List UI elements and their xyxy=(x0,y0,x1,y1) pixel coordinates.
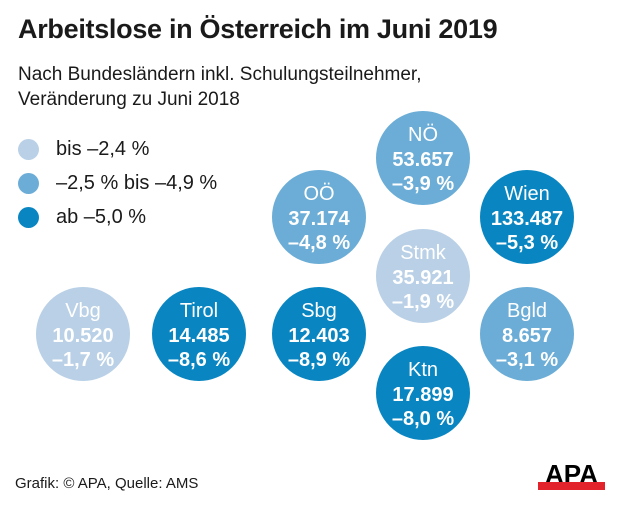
subtitle-line: Nach Bundesländern inkl. Schulungsteilne… xyxy=(18,64,422,85)
bubble-value: 8.657 xyxy=(502,325,552,347)
bubble-circle xyxy=(272,287,366,381)
bubble-change: –3,9 % xyxy=(392,173,454,195)
bubble-change: –8,0 % xyxy=(392,408,454,430)
bubble-value: 35.921 xyxy=(392,267,453,289)
legend-item: bis –2,4 % xyxy=(18,132,217,166)
legend-item: –2,5 % bis –4,9 % xyxy=(18,166,217,200)
bubble-change: –1,9 % xyxy=(392,291,454,313)
bubble-value: 14.485 xyxy=(168,325,229,347)
logo-bar xyxy=(538,482,605,490)
bubble-label: OÖ xyxy=(303,183,334,205)
bubble-value: 37.174 xyxy=(288,208,350,230)
bubble-sbg: Sbg 12.403–8,9 % xyxy=(272,287,366,381)
bubble-change: –8,9 % xyxy=(288,349,350,371)
bubble-ktn: Ktn 17.899–8,0 % xyxy=(376,346,470,440)
legend: bis –2,4 % –2,5 % bis –4,9 % ab –5,0 % xyxy=(18,132,217,234)
bubble-circle xyxy=(480,170,574,264)
bubble-label: Tirol xyxy=(180,300,218,322)
bubble-circle xyxy=(152,287,246,381)
legend-item: ab –5,0 % xyxy=(18,200,217,234)
bubble-circle xyxy=(480,287,574,381)
bubble-value: 12.403 xyxy=(288,325,349,347)
bubble-value: 133.487 xyxy=(491,208,563,230)
source-note: Grafik: © APA, Quelle: AMS xyxy=(15,475,199,492)
bubble-tirol: Tirol 14.485–8,6 % xyxy=(152,287,246,381)
bubble-label: Stmk xyxy=(400,242,447,264)
bubble-label: Bgld xyxy=(507,300,547,322)
bubble-circle xyxy=(376,346,470,440)
legend-label: bis –2,4 % xyxy=(56,137,150,160)
bubble-circle xyxy=(376,229,470,323)
bubble-change: –4,8 % xyxy=(288,232,350,254)
legend-label: –2,5 % bis –4,9 % xyxy=(56,171,218,194)
bubble-change: –1,7 % xyxy=(52,349,114,371)
bubble-vbg: Vbg 10.520–1,7 % xyxy=(36,287,130,381)
apa-logo: APA xyxy=(538,461,605,490)
bubble-oö: OÖ 37.174–4,8 % xyxy=(272,170,366,264)
subtitle: Nach Bundesländern inkl. Schulungsteilne… xyxy=(18,62,421,112)
legend-dot xyxy=(18,138,39,160)
bubble-value: 10.520 xyxy=(52,325,113,347)
bubble-change: –8,6 % xyxy=(168,349,230,371)
bubble-label: Sbg xyxy=(301,300,337,322)
legend-dot xyxy=(18,172,39,194)
bubble-change: –5,3 % xyxy=(496,232,558,254)
bubble-label: Vbg xyxy=(65,300,101,322)
bubble-wien: Wien 133.487–5,3 % xyxy=(480,170,574,264)
legend-label: ab –5,0 % xyxy=(56,205,147,228)
bubble-bgld: Bgld 8.657–3,1 % xyxy=(480,287,574,381)
subtitle-line: Veränderung zu Juni 2018 xyxy=(18,89,240,110)
bubble-circle xyxy=(272,170,366,264)
bubble-label: Wien xyxy=(504,183,550,205)
bubble-label: Ktn xyxy=(408,359,438,381)
bubble-stmk: Stmk 35.921–1,9 % xyxy=(376,229,470,323)
page-title: Arbeitslose in Österreich im Juni 2019 xyxy=(18,14,498,44)
bubble-value: 53.657 xyxy=(392,149,453,171)
bubble-nö: NÖ 53.657–3,9 % xyxy=(376,111,470,205)
bubble-label: NÖ xyxy=(408,124,438,146)
bubble-circle xyxy=(376,111,470,205)
bubble-circle xyxy=(36,287,130,381)
bubble-change: –3,1 % xyxy=(496,349,558,371)
legend-dot xyxy=(18,206,39,228)
bubble-value: 17.899 xyxy=(392,384,453,406)
